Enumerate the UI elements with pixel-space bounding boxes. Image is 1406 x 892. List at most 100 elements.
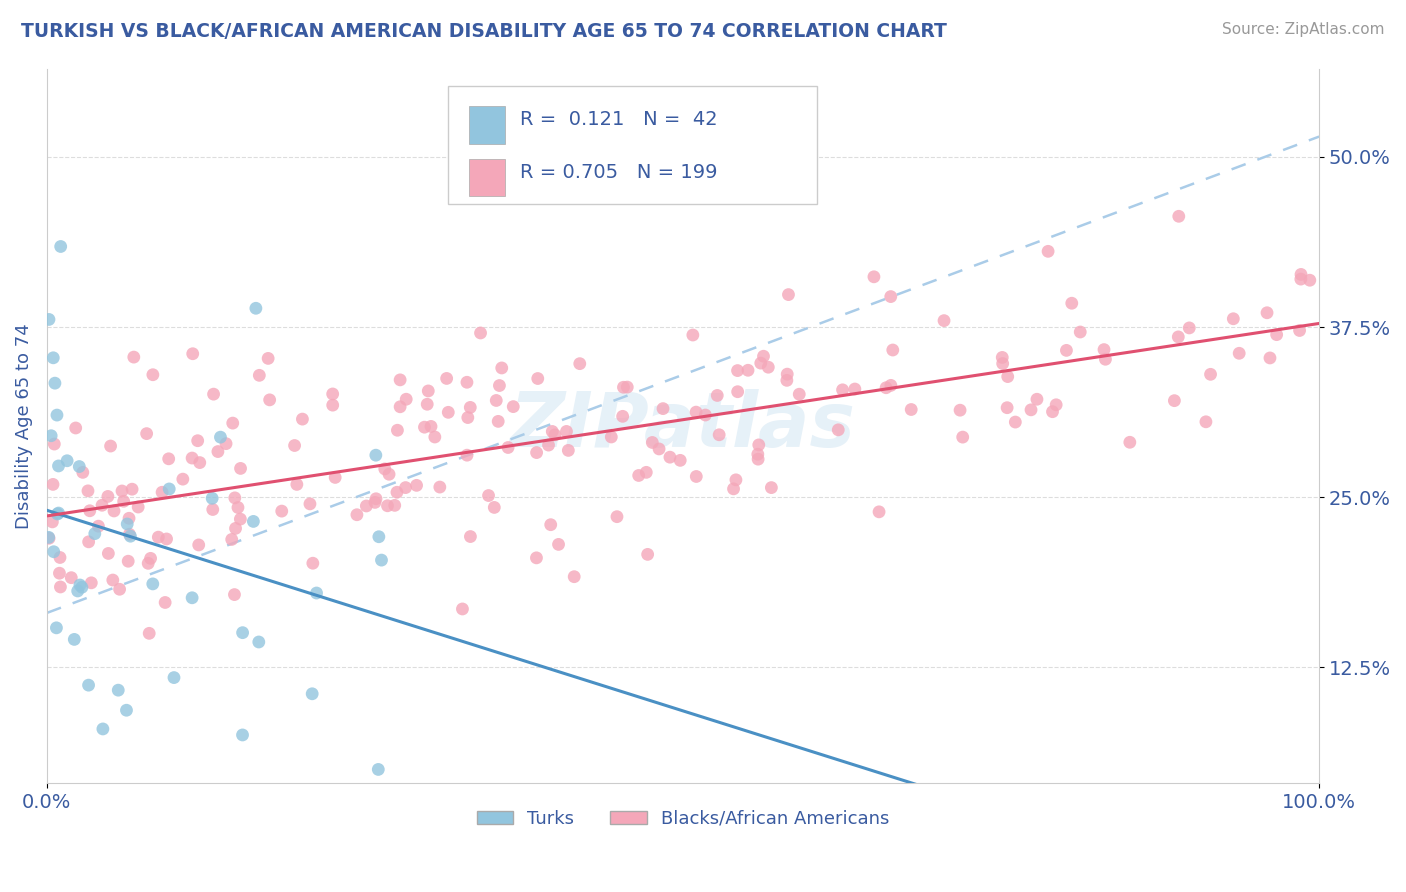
- Point: [46, 408, 69, 422]
- Point: [46, 507, 69, 521]
- Point: [737, 363, 759, 377]
- Point: [669, 453, 692, 467]
- Point: [526, 445, 548, 459]
- Point: [648, 442, 671, 456]
- Point: [70, 580, 93, 594]
- Point: [364, 495, 387, 509]
- Point: [49, 550, 72, 565]
- Text: ZIPatlas: ZIPatlas: [510, 389, 856, 463]
- Point: [284, 438, 307, 452]
- Point: [1094, 352, 1116, 367]
- Point: [322, 398, 344, 412]
- Point: [1054, 343, 1077, 358]
- Point: [87, 519, 110, 533]
- Point: [188, 456, 211, 470]
- Point: [418, 384, 440, 398]
- Point: [1167, 330, 1189, 344]
- Point: [127, 500, 149, 514]
- Point: [63, 632, 86, 647]
- Point: [844, 382, 866, 396]
- Point: [685, 469, 707, 483]
- Point: [436, 371, 458, 385]
- Point: [122, 350, 145, 364]
- Point: [477, 489, 499, 503]
- Point: [416, 397, 439, 411]
- Point: [245, 301, 267, 316]
- Point: [44, 437, 66, 451]
- Point: [142, 577, 165, 591]
- Point: [685, 405, 707, 419]
- Point: [80, 575, 103, 590]
- Point: [222, 416, 245, 430]
- Point: [65, 421, 87, 435]
- Point: [749, 356, 772, 370]
- Point: [323, 470, 346, 484]
- Text: Source: ZipAtlas.com: Source: ZipAtlas.com: [1222, 22, 1385, 37]
- Point: [120, 529, 142, 543]
- Point: [612, 380, 634, 394]
- Point: [457, 410, 479, 425]
- Point: [724, 473, 747, 487]
- Point: [706, 388, 728, 402]
- Point: [658, 450, 681, 465]
- Point: [49, 239, 72, 253]
- Point: [247, 635, 270, 649]
- Point: [257, 351, 280, 366]
- Point: [1256, 306, 1278, 320]
- Point: [395, 392, 418, 407]
- Point: [187, 538, 209, 552]
- FancyBboxPatch shape: [470, 159, 505, 195]
- Point: [458, 401, 481, 415]
- Point: [367, 763, 389, 777]
- Point: [142, 368, 165, 382]
- Point: [747, 452, 769, 467]
- Point: [207, 444, 229, 458]
- Legend: Turks, Blacks/African Americans: Turks, Blacks/African Americans: [470, 802, 897, 835]
- Point: [374, 462, 396, 476]
- Point: [270, 504, 292, 518]
- Point: [437, 405, 460, 419]
- Point: [1069, 325, 1091, 339]
- Point: [526, 371, 548, 385]
- Point: [384, 499, 406, 513]
- Point: [364, 491, 387, 506]
- Point: [695, 408, 717, 422]
- Point: [346, 508, 368, 522]
- Point: [111, 483, 134, 498]
- Point: [991, 351, 1014, 365]
- Point: [77, 678, 100, 692]
- Y-axis label: Disability Age 65 to 74: Disability Age 65 to 74: [15, 323, 32, 529]
- Point: [232, 625, 254, 640]
- Point: [502, 400, 524, 414]
- Point: [636, 466, 658, 480]
- Point: [470, 326, 492, 340]
- Point: [389, 373, 412, 387]
- Point: [776, 367, 799, 381]
- Point: [97, 490, 120, 504]
- Point: [537, 438, 560, 452]
- Point: [875, 381, 897, 395]
- Point: [201, 502, 224, 516]
- Point: [229, 512, 252, 526]
- Point: [1163, 393, 1185, 408]
- Point: [225, 521, 247, 535]
- Point: [377, 499, 399, 513]
- Point: [135, 426, 157, 441]
- Point: [880, 289, 903, 303]
- Point: [557, 443, 579, 458]
- Point: [231, 728, 253, 742]
- FancyBboxPatch shape: [470, 106, 505, 144]
- Text: R = 0.705   N = 199: R = 0.705 N = 199: [520, 162, 717, 182]
- Point: [456, 448, 478, 462]
- Point: [172, 472, 194, 486]
- Point: [79, 504, 101, 518]
- Point: [42, 477, 65, 491]
- Point: [756, 360, 779, 375]
- Point: [1195, 415, 1218, 429]
- Point: [224, 588, 246, 602]
- Point: [215, 436, 238, 450]
- Point: [221, 533, 243, 547]
- Point: [39, 428, 62, 442]
- Point: [1004, 415, 1026, 429]
- Point: [485, 393, 508, 408]
